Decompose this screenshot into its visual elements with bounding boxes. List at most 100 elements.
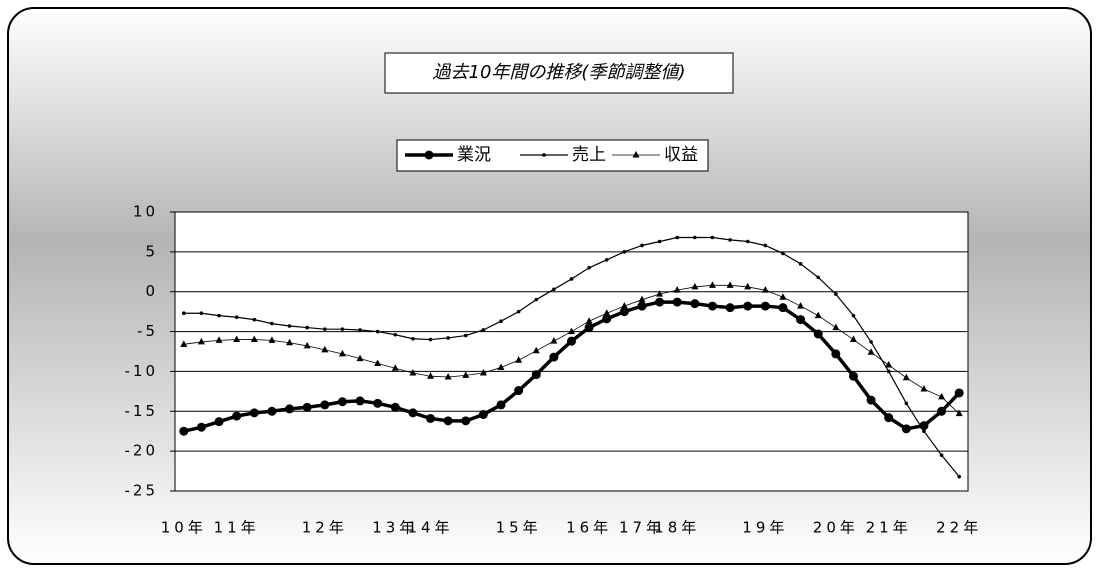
marker xyxy=(901,424,911,434)
marker xyxy=(761,286,769,293)
y-tick-label: -10 xyxy=(125,362,159,380)
y-tick-label: -25 xyxy=(125,482,159,500)
marker xyxy=(781,251,785,256)
x-tick-label: 11年 xyxy=(214,519,260,537)
marker xyxy=(885,361,893,368)
marker xyxy=(954,388,964,398)
marker xyxy=(848,371,858,381)
marker xyxy=(902,373,910,381)
marker xyxy=(779,293,787,300)
marker xyxy=(481,328,486,332)
marker xyxy=(340,327,345,331)
marker xyxy=(444,373,452,380)
marker xyxy=(813,329,823,339)
marker xyxy=(499,319,503,324)
marker xyxy=(622,250,627,254)
marker xyxy=(428,337,433,342)
marker xyxy=(743,301,753,311)
x-tick-label: 18年 xyxy=(654,519,700,537)
marker xyxy=(320,400,330,410)
marker xyxy=(182,311,186,316)
marker xyxy=(675,235,680,240)
x-tick-label: 17年 xyxy=(619,519,665,537)
marker xyxy=(620,302,628,309)
marker xyxy=(496,400,506,410)
marker xyxy=(656,290,664,297)
marker xyxy=(302,402,312,412)
legend-label: 収益 xyxy=(664,145,698,165)
marker xyxy=(955,409,963,417)
marker xyxy=(569,277,574,281)
marker xyxy=(957,474,961,479)
marker xyxy=(728,238,732,242)
marker xyxy=(568,327,575,335)
marker xyxy=(796,315,806,325)
x-tick-label: 13年 xyxy=(372,519,418,537)
marker xyxy=(655,297,665,307)
marker xyxy=(726,281,734,288)
x-tick-label: 21年 xyxy=(866,519,912,537)
marker xyxy=(358,328,362,332)
marker xyxy=(249,408,259,418)
marker xyxy=(673,286,681,293)
marker xyxy=(287,324,292,328)
marker xyxy=(199,311,204,316)
marker xyxy=(217,313,221,318)
marker xyxy=(424,150,434,160)
marker xyxy=(375,329,380,334)
marker xyxy=(584,323,594,333)
marker xyxy=(763,243,768,248)
marker xyxy=(197,337,205,345)
marker xyxy=(337,397,347,407)
marker xyxy=(461,416,471,426)
marker xyxy=(640,243,644,248)
y-tick-label: -20 xyxy=(125,442,159,460)
marker xyxy=(693,235,697,240)
marker xyxy=(869,340,873,344)
marker xyxy=(233,335,241,343)
marker xyxy=(619,307,629,317)
marker xyxy=(707,301,717,311)
chart-title: 過去10年間の推移(季節調整値) xyxy=(433,62,686,83)
marker xyxy=(322,327,327,331)
marker xyxy=(196,422,206,432)
marker xyxy=(552,287,556,292)
legend-label: 業況 xyxy=(457,145,491,165)
marker xyxy=(303,341,311,349)
marker xyxy=(232,411,242,421)
marker xyxy=(393,332,398,337)
marker xyxy=(834,292,838,296)
marker xyxy=(286,338,294,346)
marker xyxy=(446,336,450,340)
y-tick-label: -15 xyxy=(125,402,159,420)
x-tick-label: 16年 xyxy=(566,519,612,537)
title-box xyxy=(384,52,734,94)
marker xyxy=(214,417,224,427)
x-tick-label: 14年 xyxy=(407,519,453,537)
marker xyxy=(672,297,682,307)
y-tick-label: 0 xyxy=(145,282,158,300)
marker xyxy=(532,346,540,354)
marker xyxy=(321,345,329,353)
x-tick-label: 15年 xyxy=(496,519,542,537)
marker xyxy=(632,151,640,158)
marker xyxy=(305,325,309,330)
plot-area xyxy=(174,211,969,492)
marker xyxy=(215,336,223,343)
marker xyxy=(462,371,470,378)
marker xyxy=(603,309,611,316)
marker xyxy=(534,297,539,302)
marker xyxy=(831,349,841,359)
marker xyxy=(814,311,822,319)
x-tick-label: 10年 xyxy=(161,519,207,537)
marker xyxy=(867,348,875,355)
marker xyxy=(886,369,891,374)
marker xyxy=(409,369,417,376)
legend-label: 売上 xyxy=(572,145,606,165)
marker xyxy=(710,235,715,240)
marker xyxy=(267,406,277,416)
marker xyxy=(920,384,928,392)
marker xyxy=(708,281,716,288)
marker xyxy=(373,398,383,408)
